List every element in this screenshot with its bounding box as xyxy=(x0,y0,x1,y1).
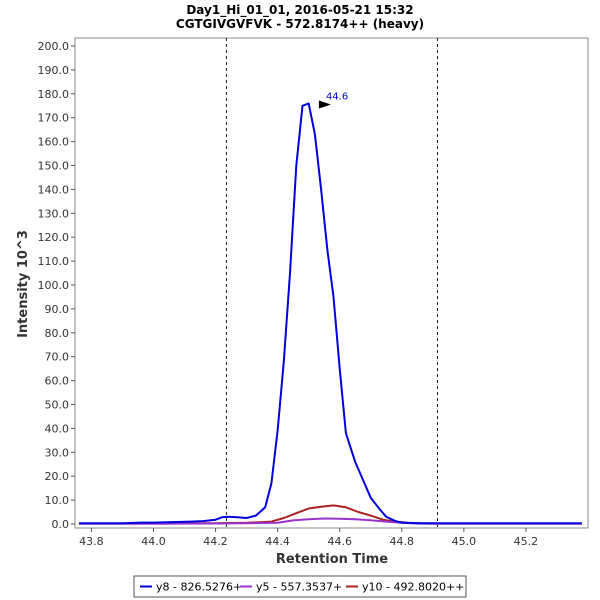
x-tick-label: 45.0 xyxy=(452,535,477,548)
y-tick-label: 80.0 xyxy=(45,327,70,340)
y-tick-label: 130.0 xyxy=(38,207,70,220)
y-tick-label: 140.0 xyxy=(38,183,70,196)
y-tick-label: 100.0 xyxy=(38,279,70,292)
series-line-y8 xyxy=(79,102,582,525)
y-axis-label: Intensity 10^3 xyxy=(16,230,31,338)
y-tick-label: 70.0 xyxy=(45,351,70,364)
chart-subtitle: CGTGIVGVFVK - 572.8174++ (heavy) xyxy=(176,17,424,31)
x-tick-label: 44.8 xyxy=(390,535,415,548)
y-tick-label: 110.0 xyxy=(38,255,70,268)
y-tick-label: 40.0 xyxy=(45,422,70,435)
legend-entry: y10 - 492.8020++ xyxy=(362,581,464,594)
y-tick-label: 60.0 xyxy=(45,375,70,388)
y-tick-label: 200.0 xyxy=(38,40,70,53)
series-layer xyxy=(79,102,582,525)
y-tick-label: 120.0 xyxy=(38,231,70,244)
x-tick-label: 44.6 xyxy=(327,535,352,548)
x-axis: 43.8 44.0 44.2 44.4 44.6 44.8 45.0 45.2 xyxy=(79,528,538,548)
legend-entry: y8 - 826.5276+ xyxy=(156,581,242,594)
y-tick-label: 190.0 xyxy=(38,64,70,77)
x-tick-label: 44.0 xyxy=(141,535,166,548)
y-tick-label: 160.0 xyxy=(38,136,70,149)
y-tick-label: 180.0 xyxy=(38,88,70,101)
y-tick-label: 30.0 xyxy=(45,446,70,459)
legend-entry: y5 - 557.3537+ xyxy=(256,581,342,594)
y-tick-label: 20.0 xyxy=(45,470,70,483)
integration-boundaries xyxy=(225,38,438,528)
chart-title: Day1_Hi_01_01, 2016-05-21 15:32 xyxy=(186,3,413,18)
x-tick-label: 43.8 xyxy=(79,535,104,548)
y-tick-label: 10.0 xyxy=(45,494,70,507)
legend-box xyxy=(133,575,467,598)
y-tick-label: 0.0 xyxy=(52,518,70,531)
y-tick-label: 170.0 xyxy=(38,112,70,125)
annotation-layer: 44.6 xyxy=(318,92,348,109)
peak-arrow xyxy=(318,100,331,109)
y-tick-label: 90.0 xyxy=(45,303,70,316)
y-axis: 0.0 10.0 20.0 30.0 40.0 50.0 60.0 70.0 80.0 90.0 1… xyxy=(38,40,75,531)
x-tick-label: 44.2 xyxy=(203,535,228,548)
x-tick-label: 45.2 xyxy=(514,535,539,548)
peak-label: 44.6 xyxy=(326,92,348,103)
y-tick-label: 50.0 xyxy=(45,399,70,412)
y-tick-label: 150.0 xyxy=(38,160,70,173)
x-tick-label: 44.4 xyxy=(265,535,290,548)
legend: y8 - 826.5276+ y5 - 557.3537+ y10 - 492.80… xyxy=(133,575,467,598)
x-axis-label: Retention Time xyxy=(276,552,388,567)
